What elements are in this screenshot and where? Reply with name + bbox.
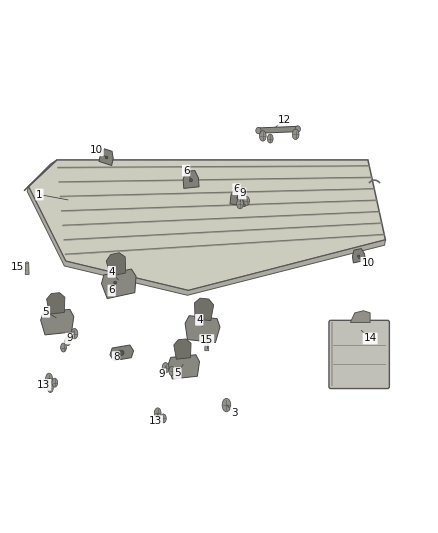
Polygon shape (61, 200, 377, 211)
Polygon shape (230, 188, 246, 206)
Text: 14: 14 (364, 334, 377, 343)
Text: 13: 13 (149, 416, 162, 426)
Ellipse shape (52, 378, 58, 387)
Ellipse shape (237, 196, 240, 199)
Ellipse shape (65, 337, 71, 345)
Ellipse shape (169, 367, 175, 375)
Text: 6: 6 (183, 166, 190, 175)
Ellipse shape (120, 350, 124, 356)
Polygon shape (41, 309, 74, 335)
Ellipse shape (357, 255, 360, 257)
Text: 9: 9 (239, 189, 246, 198)
Ellipse shape (205, 338, 208, 340)
Text: 5: 5 (174, 368, 181, 378)
Polygon shape (64, 223, 382, 240)
Polygon shape (185, 316, 220, 343)
Polygon shape (46, 293, 65, 314)
Text: 5: 5 (42, 307, 49, 317)
Polygon shape (108, 274, 123, 290)
Text: 15: 15 (200, 335, 213, 345)
Ellipse shape (256, 127, 261, 134)
Polygon shape (99, 149, 113, 166)
Polygon shape (27, 187, 385, 295)
Ellipse shape (162, 362, 169, 373)
Polygon shape (194, 298, 214, 321)
Text: 12: 12 (278, 115, 291, 125)
Polygon shape (331, 322, 333, 386)
Polygon shape (168, 355, 199, 379)
Polygon shape (183, 171, 199, 188)
Polygon shape (205, 339, 208, 351)
Polygon shape (59, 177, 372, 182)
Ellipse shape (60, 343, 67, 352)
Ellipse shape (46, 373, 53, 384)
Text: 6: 6 (233, 184, 240, 194)
Ellipse shape (71, 328, 78, 339)
Ellipse shape (244, 197, 250, 205)
Polygon shape (60, 189, 374, 197)
Text: 13: 13 (37, 380, 50, 390)
Text: 4: 4 (196, 315, 203, 325)
Ellipse shape (160, 414, 166, 423)
Polygon shape (110, 345, 134, 361)
Polygon shape (106, 253, 126, 276)
Polygon shape (102, 269, 136, 298)
Ellipse shape (267, 134, 273, 143)
Polygon shape (350, 311, 370, 322)
Polygon shape (24, 160, 57, 191)
Text: 15: 15 (11, 262, 24, 271)
Ellipse shape (154, 408, 161, 418)
Text: 9: 9 (66, 334, 73, 343)
Ellipse shape (25, 262, 29, 264)
Polygon shape (57, 166, 369, 168)
Text: 10: 10 (361, 258, 374, 268)
Text: 10: 10 (90, 146, 103, 155)
Ellipse shape (292, 129, 299, 140)
Polygon shape (258, 126, 298, 133)
Ellipse shape (189, 179, 192, 182)
Polygon shape (25, 263, 29, 274)
FancyBboxPatch shape (329, 320, 389, 389)
Text: 1: 1 (36, 190, 43, 199)
Text: 9: 9 (159, 369, 166, 379)
Ellipse shape (222, 398, 231, 412)
Polygon shape (63, 211, 379, 226)
Polygon shape (65, 234, 384, 255)
Ellipse shape (105, 156, 108, 159)
Text: 8: 8 (113, 352, 120, 362)
Polygon shape (353, 248, 365, 263)
Ellipse shape (295, 126, 300, 132)
Text: 3: 3 (231, 408, 238, 418)
Ellipse shape (114, 281, 117, 284)
Polygon shape (174, 339, 191, 359)
Ellipse shape (47, 384, 53, 392)
Text: 4: 4 (108, 267, 115, 277)
Text: 6: 6 (108, 286, 115, 295)
Polygon shape (28, 160, 385, 290)
Ellipse shape (259, 131, 266, 141)
Ellipse shape (237, 198, 244, 209)
